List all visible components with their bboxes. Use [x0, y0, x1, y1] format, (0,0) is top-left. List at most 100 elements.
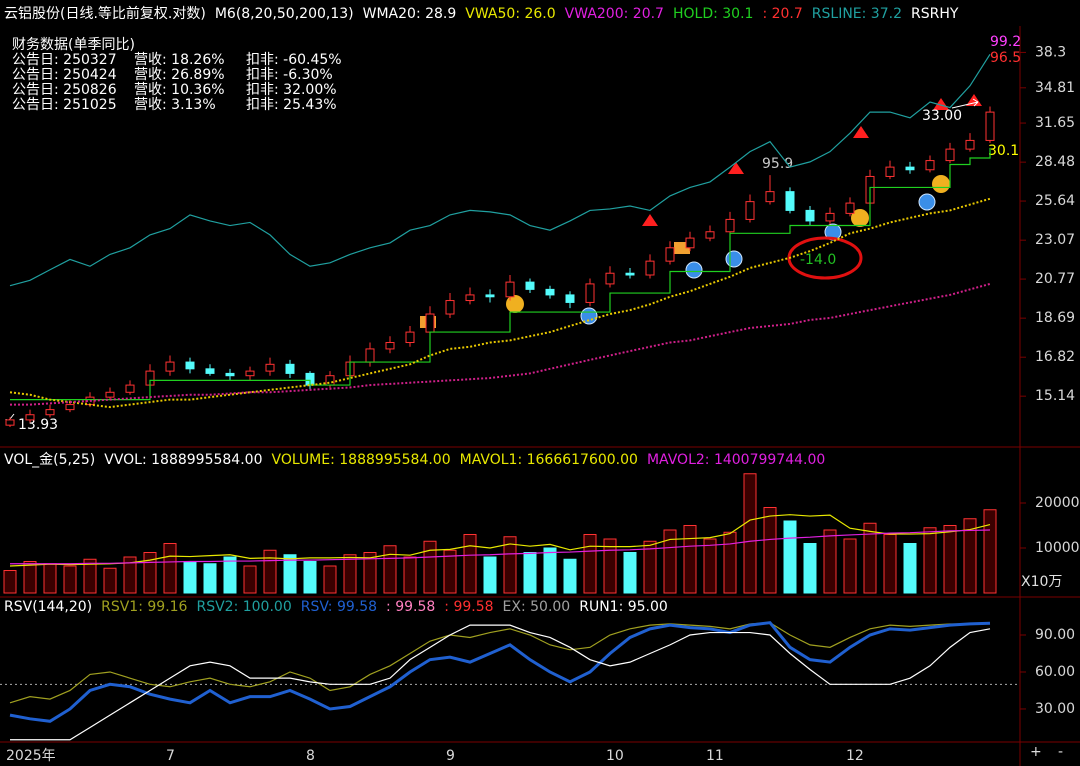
- candle-body: [725, 218, 735, 233]
- candle-body: [965, 139, 975, 150]
- volume-bar: [583, 533, 597, 594]
- x-tick-label: 2025年: [6, 748, 56, 764]
- candle-body: [645, 260, 655, 276]
- candle-body: [225, 372, 235, 377]
- header-item: VVOL: 1888995584.00: [104, 452, 263, 468]
- candle-body: [25, 414, 35, 421]
- volume-bar: [403, 556, 417, 594]
- zoom-out[interactable]: -: [1058, 744, 1064, 760]
- volume-bar: [463, 533, 477, 594]
- header-item: RSV1: 99.16: [101, 599, 188, 615]
- finance-cell: 营收: 3.13%: [134, 97, 216, 113]
- header-item: : 99.58: [386, 599, 436, 615]
- volume-bar: [103, 567, 117, 594]
- finance-box: 财务数据(单季同比) 公告日: 250327 营收: 18.26% 扣非: -60.…: [12, 38, 356, 113]
- candle-body: [765, 191, 775, 203]
- header-item: RSV(144,20): [4, 599, 93, 615]
- up-icon: [851, 209, 869, 227]
- volume-bar: [603, 538, 617, 594]
- header-item: RUN1: 95.00: [579, 599, 668, 615]
- candle-body: [585, 283, 595, 303]
- header-item: MAVOL2: 1400799744.00: [646, 452, 826, 468]
- candle-body: [5, 419, 15, 426]
- series-line: [9, 622, 991, 704]
- ball-icon: [685, 261, 703, 279]
- candle-body: [325, 375, 335, 386]
- volume-header: VOL_金(5,25) VVOL: 1888995584.00 VOLUME: 18…: [4, 450, 825, 470]
- candle-body: [105, 391, 115, 398]
- high-arrow: [951, 98, 979, 109]
- volume-bar: [983, 509, 997, 594]
- candle-body: [425, 313, 435, 333]
- volume-bar: [423, 540, 437, 594]
- x-tick-label: 7: [166, 748, 175, 764]
- candle-body: [605, 272, 615, 285]
- header-item: RSLINE: 37.2: [811, 6, 902, 22]
- volume-bar: [703, 538, 717, 594]
- candle-body: [125, 384, 135, 393]
- header-item: VWA200: 20.7: [564, 6, 664, 22]
- candle-body: [825, 212, 835, 222]
- volume-bar: [723, 531, 737, 594]
- volume-bar: [163, 542, 177, 594]
- finance-title: 财务数据(单季同比): [12, 37, 135, 53]
- finance-cell: 公告日: 250327: [12, 52, 117, 68]
- header-item: HOLD: 30.1: [672, 6, 754, 22]
- finance-cell: 营收: 18.26%: [134, 52, 225, 68]
- volume-bar: [243, 565, 257, 594]
- y-tick-label: 60.00: [1035, 664, 1075, 680]
- x-tick-label: 8: [306, 748, 315, 764]
- candle-body: [845, 202, 855, 214]
- volume-bar: [623, 551, 637, 594]
- finance-cell: 扣非: -60.45%: [246, 52, 342, 68]
- candle-body: [625, 272, 635, 276]
- y-tick-label: 28.48: [1035, 154, 1075, 170]
- volume-bar: [803, 542, 817, 594]
- volume-bar: [283, 554, 297, 594]
- candle-body: [405, 331, 415, 344]
- volume-bar: [503, 536, 517, 594]
- annotation: 96.5: [990, 50, 1021, 66]
- y-tick-label: 25.64: [1035, 193, 1075, 209]
- volume-bar: [683, 524, 697, 594]
- y-tick-label: 18.69: [1035, 310, 1075, 326]
- price-header: 云铝股份(日线.等比前复权.对数) M6(8,20,50,200,13) WMA20…: [4, 4, 958, 24]
- finance-cell: 公告日: 250826: [12, 82, 117, 98]
- candle-body: [665, 247, 675, 262]
- finance-cell: 公告日: 251025: [12, 97, 117, 113]
- volume-bar: [43, 563, 57, 594]
- y-tick-label: 15.14: [1035, 388, 1075, 404]
- header-item: RSV2: 100.00: [196, 599, 292, 615]
- volume-bar: [663, 529, 677, 594]
- finance-cell: 营收: 10.36%: [134, 82, 225, 98]
- candle-body: [525, 281, 535, 290]
- series-line: [10, 282, 991, 406]
- annotation: 33.00: [922, 108, 962, 124]
- volume-bar: [83, 558, 97, 594]
- volume-bar: [823, 529, 837, 594]
- series-line: [10, 147, 991, 401]
- volume-bar: [383, 545, 397, 594]
- volume-bar: [843, 538, 857, 594]
- header-item: : 20.7: [762, 6, 803, 22]
- volume-bar: [23, 560, 37, 594]
- finance-cell: 营收: 26.89%: [134, 67, 225, 83]
- candle-body: [445, 300, 455, 315]
- candle-body: [205, 368, 215, 374]
- y-tick-label: 20000: [1035, 495, 1080, 511]
- candle-body: [745, 201, 755, 220]
- finance-cell: 公告日: 250424: [12, 67, 117, 83]
- annotation: -14.0: [800, 252, 836, 268]
- ball-icon: [918, 193, 936, 211]
- annotation: 99.2: [990, 34, 1021, 50]
- x-tick-label: 10: [606, 748, 624, 764]
- volume-bar: [643, 540, 657, 594]
- volume-bar: [903, 542, 917, 594]
- y-tick-label: 34.81: [1035, 80, 1075, 96]
- candle-body: [165, 361, 175, 372]
- annotation: 95.9: [762, 156, 793, 172]
- header-item: EX: 50.00: [502, 599, 571, 615]
- series-line: [9, 54, 991, 287]
- zoom-in[interactable]: +: [1030, 744, 1042, 760]
- candle-body: [685, 237, 695, 249]
